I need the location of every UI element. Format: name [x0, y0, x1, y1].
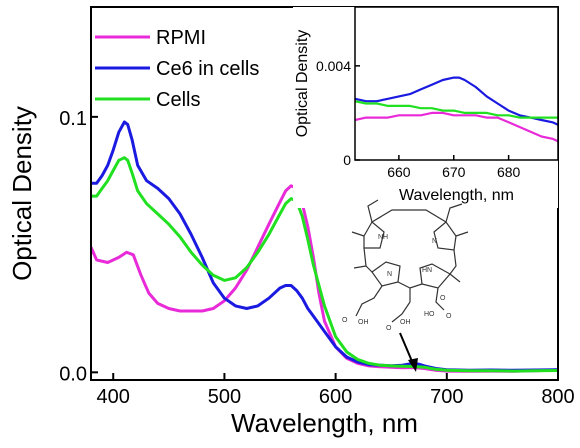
inset-x-tick-label: 670	[442, 164, 466, 180]
inset-x-axis-title: Wavelength, nm	[399, 187, 514, 204]
inset-y-tick-label: 0	[343, 152, 351, 168]
main-series-line-0	[91, 184, 558, 373]
inset-series-line-2	[355, 100, 558, 119]
atom-label: NH	[378, 234, 388, 241]
main-x-ticks: 400 500 600 700 800	[97, 373, 575, 408]
atom-label: N	[387, 271, 392, 278]
main-y-ticks: 0.0 0.1	[59, 108, 98, 385]
atom-label: N	[432, 238, 437, 245]
legend-label-0: RPMI	[156, 27, 206, 49]
inset-y-axis-title: Optical Density	[294, 30, 311, 138]
atom-label: O	[446, 313, 452, 320]
atom-label: O	[342, 317, 348, 324]
inset-x-tick-label: 680	[497, 164, 521, 180]
inset-series-line-0	[355, 111, 558, 143]
inset-y-tick-label: 0.004	[316, 58, 351, 74]
inset-x-tick-label: 660	[387, 164, 411, 180]
legend-label-1: Ce6 in cells	[156, 58, 259, 80]
x-axis-title: Wavelength, nm	[231, 408, 418, 438]
legend-label-2: Cells	[156, 89, 200, 111]
atom-label: O	[386, 325, 392, 332]
inset-series-lines	[355, 76, 558, 143]
legend: RPMI Ce6 in cells Cells	[95, 27, 259, 111]
atom-label: HO	[424, 311, 435, 318]
main-x-tick-label: 500	[208, 386, 241, 408]
inset-plot: 660 670 680 0 0.004 Wavelength, nm Optical …	[293, 6, 559, 208]
main-x-tick-label: 600	[319, 386, 352, 408]
main-plot: 400 500 600 700 800 0.0 0.1 Wavelength, nm Op…	[7, 6, 575, 438]
main-y-tick-label: 0.1	[59, 108, 87, 130]
atom-label: OH	[358, 319, 369, 326]
main-x-tick-label: 800	[541, 386, 574, 408]
main-series-line-2	[91, 156, 558, 373]
chlorin-e6-structure: NH N HN N O OH O OH HO O O	[342, 199, 469, 332]
atom-label: HN	[422, 267, 432, 274]
main-series-line-1	[91, 120, 558, 372]
main-x-tick-label: 700	[430, 386, 463, 408]
inset-y-ticks: 0 0.004	[316, 58, 360, 168]
main-x-tick-label: 400	[97, 386, 130, 408]
main-y-tick-label: 0.0	[59, 363, 87, 385]
inset-x-ticks: 660 670 680	[387, 155, 521, 180]
inset-plot-frame	[354, 6, 559, 161]
atom-label: O	[440, 295, 446, 302]
atom-label: OH	[400, 319, 411, 326]
y-axis-title: Optical Density	[7, 106, 37, 281]
annotation-arrow	[399, 332, 418, 372]
